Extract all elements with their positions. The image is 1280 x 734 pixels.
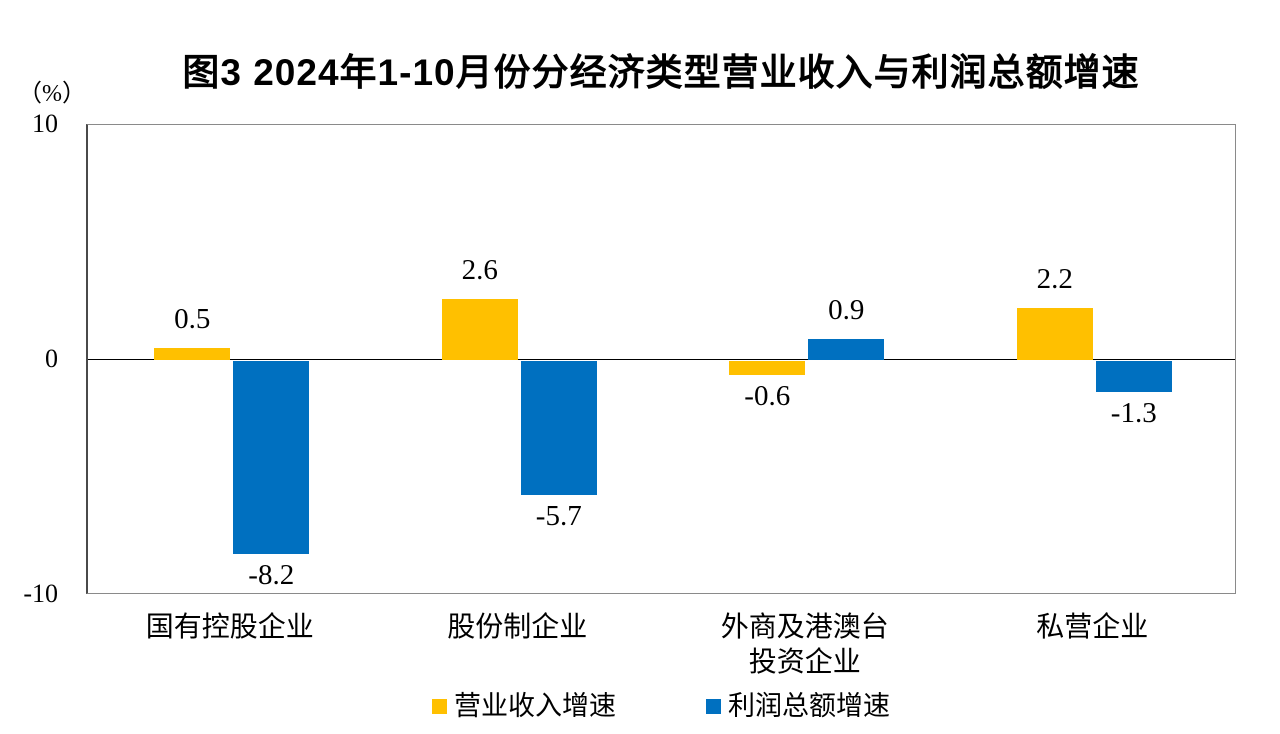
bar-value-label: 2.2: [1036, 263, 1073, 295]
x-axis-category-label: 外商及港澳台 投资企业: [720, 612, 889, 678]
x-axis-category-label: 私营企业: [1036, 612, 1149, 643]
legend-swatch-icon: [432, 699, 447, 714]
legend-label: 利润总额增速: [728, 691, 890, 721]
x-axis-category-label: 国有控股企业: [145, 612, 314, 643]
legend-item-series1: 利润总额增速: [706, 690, 890, 723]
y-axis-tick-label: 10: [32, 109, 58, 138]
bar-value-label: 0.5: [174, 303, 211, 335]
bar-series1-cat3: [1095, 361, 1172, 392]
bar-value-label: -1.3: [1110, 397, 1157, 429]
legend-item-series0: 营业收入增速: [432, 690, 616, 723]
bar-series0-cat3: [1016, 308, 1093, 360]
y-axis-tick-label: 0: [45, 344, 58, 373]
bar-series1-cat1: [520, 361, 597, 495]
zero-axis-line: [88, 359, 1235, 360]
legend: 营业收入增速 利润总额增速: [86, 690, 1236, 723]
bar-series1-cat2: [808, 339, 885, 360]
chart-title: 图3 2024年1-10月份分经济类型营业收入与利润总额增速: [182, 52, 1140, 93]
bar-value-label: -8.2: [248, 559, 295, 591]
bar-value-label: -0.6: [744, 380, 791, 412]
bar-value-label: -5.7: [535, 500, 582, 532]
bar-series0-cat1: [441, 299, 518, 360]
bar-value-label: 0.9: [828, 294, 865, 326]
plot-area: 0.5 2.6 -0.6 2.2 -8.2 -5.7 0.9 -1.3: [86, 124, 1236, 594]
y-axis-tick-label: -10: [23, 579, 58, 608]
bar-series0-cat0: [154, 348, 231, 360]
y-axis-unit-label: （%）: [18, 81, 86, 107]
bar-series0-cat2: [729, 361, 806, 375]
legend-label: 营业收入增速: [454, 691, 616, 721]
legend-swatch-icon: [706, 699, 721, 714]
x-axis-category-label: 股份制企业: [447, 612, 588, 643]
bar-series1-cat0: [233, 361, 310, 554]
bar-value-label: 2.6: [461, 254, 498, 286]
